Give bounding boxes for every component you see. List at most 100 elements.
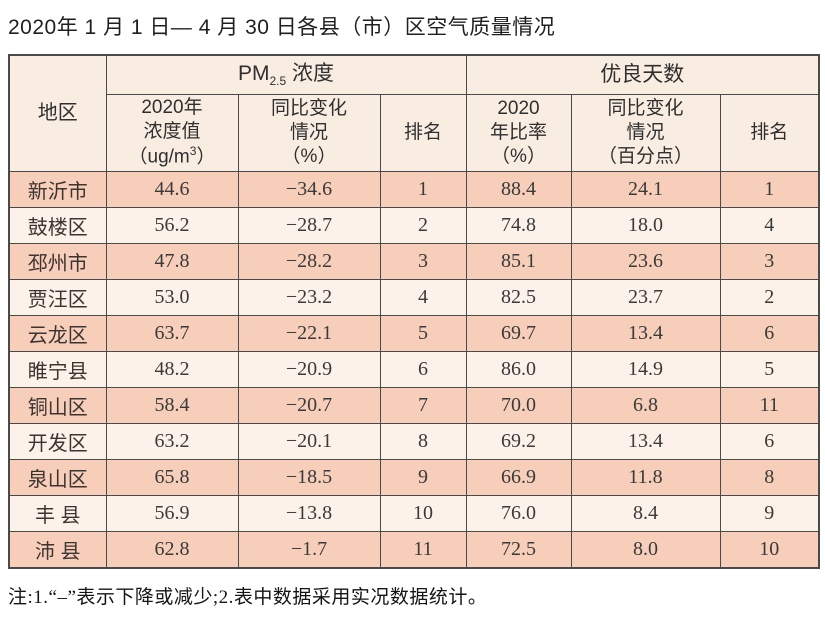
pm-rank-cell: 8 <box>379 423 467 460</box>
region-cell: 沛 县 <box>8 531 107 569</box>
pm-change-cell: −18.5 <box>237 459 381 496</box>
pm-change-line2: 情况 <box>289 121 328 143</box>
pm-value-cell: 48.2 <box>105 351 239 388</box>
header-good-days-group: 优良天数 <box>465 54 820 95</box>
region-cell: 开发区 <box>8 423 107 460</box>
days-rank-cell: 11 <box>719 387 820 424</box>
pm-change-cell: −34.6 <box>237 171 381 208</box>
days-rate-cell: 86.0 <box>465 351 572 388</box>
pm-value-cell: 53.0 <box>105 279 239 316</box>
table-row: 沛 县 62.8 −1.7 11 72.5 8.0 10 <box>8 531 820 569</box>
pm-rank-cell: 6 <box>379 351 467 388</box>
table-row: 开发区 63.2 −20.1 8 69.2 13.4 6 <box>8 423 820 460</box>
days-rate-cell: 72.5 <box>465 531 572 569</box>
table-row: 睢宁县 48.2 −20.9 6 86.0 14.9 5 <box>8 351 820 388</box>
days-change-cell: 14.9 <box>570 351 721 388</box>
pm-value-cell: 47.8 <box>105 243 239 280</box>
air-quality-table: 地区 PM2.5 浓度 优良天数 2020年 浓度值 （ug/m3） 同比变化 … <box>8 54 820 569</box>
pm-value-cell: 56.9 <box>105 495 239 532</box>
pm-value-cell: 63.2 <box>105 423 239 460</box>
pm-change-cell: −23.2 <box>237 279 381 316</box>
days-rank-cell: 2 <box>719 279 820 316</box>
pm-change-line1: 同比变化 <box>270 97 347 119</box>
days-change-cell: 13.4 <box>570 315 721 352</box>
days-rank-cell: 3 <box>719 243 820 280</box>
pm-value-unit-pre: （ug/m <box>128 146 190 168</box>
days-rank-cell: 10 <box>719 531 820 569</box>
pm-value-line2: 浓度值 <box>143 121 201 143</box>
pm-value-superscript: 3 <box>189 144 197 159</box>
pm25-subscript: 2.5 <box>269 73 287 88</box>
pm-rank-cell: 2 <box>379 207 467 244</box>
page-title: 2020年 1 月 1 日— 4 月 30 日各县（市）区空气质量情况 <box>8 16 556 39</box>
pm-change-line3: （%） <box>281 146 337 168</box>
table-row: 贾汪区 53.0 −23.2 4 82.5 23.7 2 <box>8 279 820 316</box>
pm-rank-cell: 11 <box>379 531 467 569</box>
days-change-cell: 24.1 <box>570 171 721 208</box>
days-rate-cell: 66.9 <box>465 459 572 496</box>
header-pm-change: 同比变化 情况 （%） <box>237 94 381 172</box>
table-row: 新沂市 44.6 −34.6 1 88.4 24.1 1 <box>8 171 820 208</box>
header-days-change: 同比变化 情况 （百分点） <box>570 94 721 172</box>
days-rate-line2: 年比率 <box>489 121 547 143</box>
days-rate-cell: 85.1 <box>465 243 572 280</box>
pm25-label: PM <box>237 61 270 85</box>
pm-value-unit-post: ） <box>196 146 216 168</box>
days-rate-line1: 2020 <box>497 97 540 119</box>
pm-value-cell: 44.6 <box>105 171 239 208</box>
days-rank-cell: 1 <box>719 171 820 208</box>
pm-rank-cell: 1 <box>379 171 467 208</box>
days-change-cell: 8.0 <box>570 531 721 569</box>
header-pm-rank: 排名 <box>379 94 467 172</box>
table-row: 铜山区 58.4 −20.7 7 70.0 6.8 11 <box>8 387 820 424</box>
table-row: 邳州市 47.8 −28.2 3 85.1 23.6 3 <box>8 243 820 280</box>
days-change-cell: 8.4 <box>570 495 721 532</box>
region-cell: 云龙区 <box>8 315 107 352</box>
days-rate-line3: （%） <box>491 146 546 168</box>
days-rate-cell: 74.8 <box>465 207 572 244</box>
pm-value-cell: 58.4 <box>105 387 239 424</box>
pm-value-cell: 63.7 <box>105 315 239 352</box>
days-rank-cell: 8 <box>719 459 820 496</box>
table-row: 丰 县 56.9 −13.8 10 76.0 8.4 9 <box>8 495 820 532</box>
pm-rank-cell: 5 <box>379 315 467 352</box>
days-rate-cell: 69.7 <box>465 315 572 352</box>
region-cell: 泉山区 <box>8 459 107 496</box>
pm-value-cell: 62.8 <box>105 531 239 569</box>
days-rate-cell: 82.5 <box>465 279 572 316</box>
days-change-line2: 情况 <box>626 121 665 143</box>
pm-value-cell: 56.2 <box>105 207 239 244</box>
days-change-line3: （百分点） <box>597 146 693 168</box>
pm-value-cell: 65.8 <box>105 459 239 496</box>
region-cell: 鼓楼区 <box>8 207 107 244</box>
table-row: 鼓楼区 56.2 −28.7 2 74.8 18.0 4 <box>8 207 820 244</box>
days-rate-cell: 88.4 <box>465 171 572 208</box>
days-rank-cell: 4 <box>719 207 820 244</box>
header-days-rank: 排名 <box>719 94 820 172</box>
days-rank-cell: 5 <box>719 351 820 388</box>
header-region: 地区 <box>8 54 107 172</box>
region-cell: 新沂市 <box>8 171 107 208</box>
days-change-cell: 6.8 <box>570 387 721 424</box>
days-change-cell: 23.6 <box>570 243 721 280</box>
pm-change-cell: −28.7 <box>237 207 381 244</box>
header-group-row: 地区 PM2.5 浓度 优良天数 <box>8 54 820 172</box>
header-sub-row: 2020年 浓度值 （ug/m3） 同比变化 情况 （%） 排名 2020 年比… <box>9 94 820 172</box>
pm-rank-cell: 3 <box>379 243 467 280</box>
days-rank-cell: 6 <box>719 315 820 352</box>
pm-value-line3: （ug/m3） <box>107 144 237 170</box>
days-rate-cell: 70.0 <box>465 387 572 424</box>
pm-change-cell: −1.7 <box>237 531 381 569</box>
table-row: 云龙区 63.7 −22.1 5 69.7 13.4 6 <box>8 315 820 352</box>
pm-rank-cell: 9 <box>379 459 467 496</box>
table-row: 泉山区 65.8 −18.5 9 66.9 11.8 8 <box>8 459 820 496</box>
days-change-cell: 11.8 <box>570 459 721 496</box>
days-change-line1: 同比变化 <box>607 97 684 119</box>
days-rank-cell: 6 <box>719 423 820 460</box>
days-rate-cell: 69.2 <box>465 423 572 460</box>
pm-change-cell: −20.1 <box>237 423 381 460</box>
days-rate-cell: 76.0 <box>465 495 572 532</box>
pm-change-cell: −20.9 <box>237 351 381 388</box>
pm-rank-cell: 4 <box>379 279 467 316</box>
pm-change-cell: −20.7 <box>237 387 381 424</box>
